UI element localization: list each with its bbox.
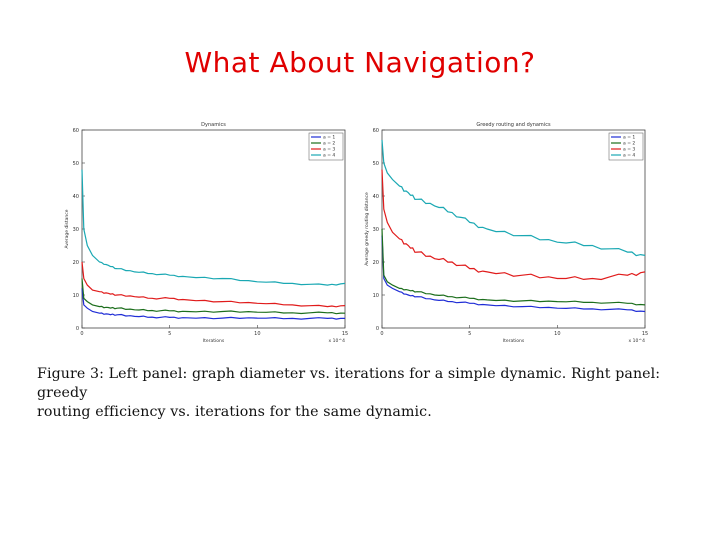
legend-label: a = 2	[323, 141, 335, 147]
chart-title: Dynamics	[201, 122, 226, 128]
y-tick-label: 10	[73, 293, 79, 299]
figure: Dynamics 0 10 20 30 40 50 60 0 5 10 15 Iterations x 1…	[60, 120, 660, 350]
y-tick-label: 30	[373, 227, 379, 233]
series-line-a=4	[81, 169, 346, 286]
legend-label: a = 3	[623, 147, 635, 153]
y-tick-label: 20	[373, 260, 379, 266]
y-tick-label: 10	[373, 293, 379, 299]
x-tick-label: 10	[254, 331, 260, 337]
legend-label: a = 1	[623, 135, 635, 141]
x-axis-label: Iterations	[203, 338, 225, 344]
series-line-a=3	[381, 169, 646, 281]
caption-line-2: routing efficiency vs. iterations for th…	[37, 404, 432, 420]
x-multiplier: x 10^4	[329, 338, 346, 344]
x-axis-label: Iterations	[503, 338, 525, 344]
legend-label: a = 4	[623, 153, 635, 159]
x-tick-label: 0	[80, 331, 83, 337]
figure-caption: Figure 3: Left panel: graph diameter vs.…	[37, 365, 687, 422]
y-tick-label: 30	[73, 227, 79, 233]
plot-frame	[81, 129, 346, 329]
legend-label: a = 4	[323, 153, 335, 159]
legend-label: a = 2	[623, 141, 635, 147]
series-line-a=1	[381, 235, 646, 313]
y-tick-label: 0	[376, 326, 379, 332]
y-tick-label: 40	[373, 194, 379, 200]
series-line-a=2	[81, 278, 346, 315]
x-tick-label: 5	[168, 331, 171, 337]
x-multiplier: x 10^4	[629, 338, 646, 344]
series-line-a=2	[381, 228, 646, 306]
legend-label: a = 1	[323, 135, 335, 141]
series-line-a=1	[81, 288, 345, 320]
y-tick-label: 0	[76, 326, 79, 332]
series-line-a=4	[381, 139, 646, 257]
right-panel-chart: Greedy routing and dynamics0102030405060…	[364, 122, 648, 344]
y-axis-label: Average greedy routing distance	[364, 192, 370, 266]
y-tick-label: 50	[373, 161, 379, 167]
chart-title: Greedy routing and dynamics	[476, 122, 551, 128]
plot-frame	[381, 129, 646, 329]
x-tick-label: 15	[342, 331, 348, 337]
slide-title: What About Navigation?	[184, 46, 536, 79]
x-tick-label: 15	[642, 331, 648, 337]
left-panel-chart: Dynamics 0 10 20 30 40 50 60 0 5 10 15 Iterations x 1…	[64, 122, 348, 344]
x-tick-label: 10	[554, 331, 560, 337]
x-tick-label: 0	[380, 331, 383, 337]
y-tick-label: 60	[73, 128, 79, 134]
y-tick-label: 60	[373, 128, 379, 134]
y-tick-label: 50	[73, 161, 79, 167]
y-axis-label: Average distance	[64, 209, 70, 248]
legend-label: a = 3	[323, 147, 335, 153]
x-tick-label: 5	[468, 331, 471, 337]
series-line-a=3	[81, 261, 346, 308]
y-tick-label: 40	[73, 194, 79, 200]
y-tick-label: 20	[73, 260, 79, 266]
caption-line-1: Figure 3: Left panel: graph diameter vs.…	[37, 366, 661, 401]
